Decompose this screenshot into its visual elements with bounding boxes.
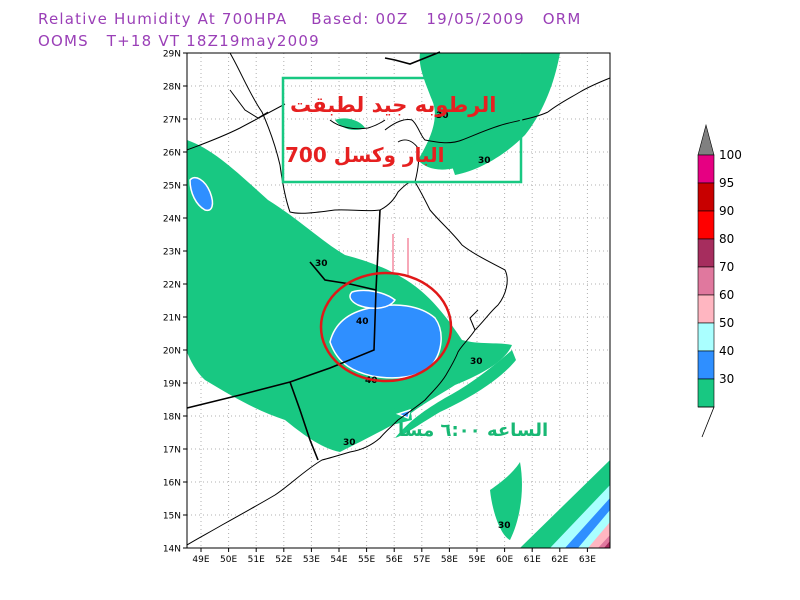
legend-swatch xyxy=(697,322,715,352)
lat-label: 25N xyxy=(163,182,181,192)
legend-label: 30 xyxy=(719,372,734,386)
coastlines xyxy=(186,52,611,546)
lat-label: 15N xyxy=(163,512,181,522)
map-frame xyxy=(186,52,611,549)
legend-swatch xyxy=(697,350,715,380)
lon-label: 51E xyxy=(248,555,265,565)
contour-label: 30 xyxy=(315,259,328,269)
lat-label: 21N xyxy=(163,314,181,324)
legend-label: 95 xyxy=(719,176,734,190)
contour-label: 30 xyxy=(343,438,356,448)
lat-label: 14N xyxy=(163,545,181,555)
marker-lines xyxy=(392,234,409,276)
lon-label: 61E xyxy=(524,555,541,565)
lat-label: 26N xyxy=(163,149,181,159)
lon-label: 58E xyxy=(441,555,458,565)
lat-label: 23N xyxy=(163,248,181,258)
map-panel: 30 30 30 40 40 30 30 30 الرطوبه جيد لطبق… xyxy=(163,50,611,566)
contour-label: 40 xyxy=(365,376,378,386)
legend-label: 60 xyxy=(719,288,734,302)
lon-label: 62E xyxy=(551,555,568,565)
contour-label: 30 xyxy=(478,156,491,166)
lat-label: 20N xyxy=(163,347,181,357)
contour-label: 30 xyxy=(498,521,511,531)
lon-label: 55E xyxy=(358,555,375,565)
legend-label: 70 xyxy=(719,260,734,274)
legend-label: 80 xyxy=(719,232,734,246)
contour-label: 30 xyxy=(470,357,483,367)
lat-label: 16N xyxy=(163,479,181,489)
lon-label: 59E xyxy=(468,555,485,565)
legend-swatch xyxy=(697,238,715,268)
color-legend: 100 95 90 80 70 60 50 40 30 xyxy=(697,123,742,438)
lat-label: 29N xyxy=(163,50,181,60)
legend-swatch xyxy=(697,294,715,324)
annotation-box: الرطوبه جيد لطبقت البار وكسل 700 xyxy=(281,76,523,184)
contour-label: 30 xyxy=(436,111,449,121)
legend-label: 90 xyxy=(719,204,734,218)
legend-swatch xyxy=(697,182,715,212)
lon-label: 60E xyxy=(496,555,513,565)
legend-swatch xyxy=(697,154,715,184)
lon-label: 57E xyxy=(413,555,430,565)
chart-title-line1: Relative Humidity At 700HPA Based: 00Z 1… xyxy=(38,10,582,28)
lat-label: 19N xyxy=(163,380,181,390)
legend-swatch xyxy=(697,210,715,240)
lat-label: 27N xyxy=(163,116,181,126)
lat-label: 18N xyxy=(163,413,181,423)
contour-labels: 30 30 30 40 40 30 30 30 xyxy=(315,111,511,531)
time-annotation: الساعه ٦:٠٠ مسا xyxy=(398,420,548,441)
legend-swatch xyxy=(697,378,715,408)
axis-ticks: 29N 28N 27N 26N 25N 24N 23N 22N 21N 20N 19N 18N 17N 1… xyxy=(163,50,596,566)
legend-top-cap xyxy=(697,123,715,156)
legend-bottom-cap xyxy=(698,406,715,438)
lat-label: 24N xyxy=(163,215,181,225)
lon-label: 49E xyxy=(192,555,209,565)
lon-label: 53E xyxy=(303,555,320,565)
lon-label: 63E xyxy=(579,555,596,565)
legend-label: 100 xyxy=(719,148,742,162)
lat-label: 17N xyxy=(163,446,181,456)
lon-label: 56E xyxy=(386,555,403,565)
legend-swatch xyxy=(697,266,715,296)
legend-label: 40 xyxy=(719,344,734,358)
lon-label: 50E xyxy=(220,555,237,565)
chart-title-line2: OOMS T+18 VT 18Z19may2009 xyxy=(38,32,320,50)
highlight-circle xyxy=(319,271,453,383)
humidity-high-zone-se xyxy=(550,485,610,548)
contour-label: 40 xyxy=(356,317,369,327)
annotation-line2: البار وكسل 700 xyxy=(285,143,445,167)
lon-label: 54E xyxy=(330,555,347,565)
annotation-line1: الرطوبه جيد لطبقت xyxy=(290,93,496,117)
lat-label: 28N xyxy=(163,83,181,93)
political-borders xyxy=(186,51,441,461)
legend-label: 50 xyxy=(719,316,734,330)
lon-label: 52E xyxy=(275,555,292,565)
lat-label: 22N xyxy=(163,281,181,291)
